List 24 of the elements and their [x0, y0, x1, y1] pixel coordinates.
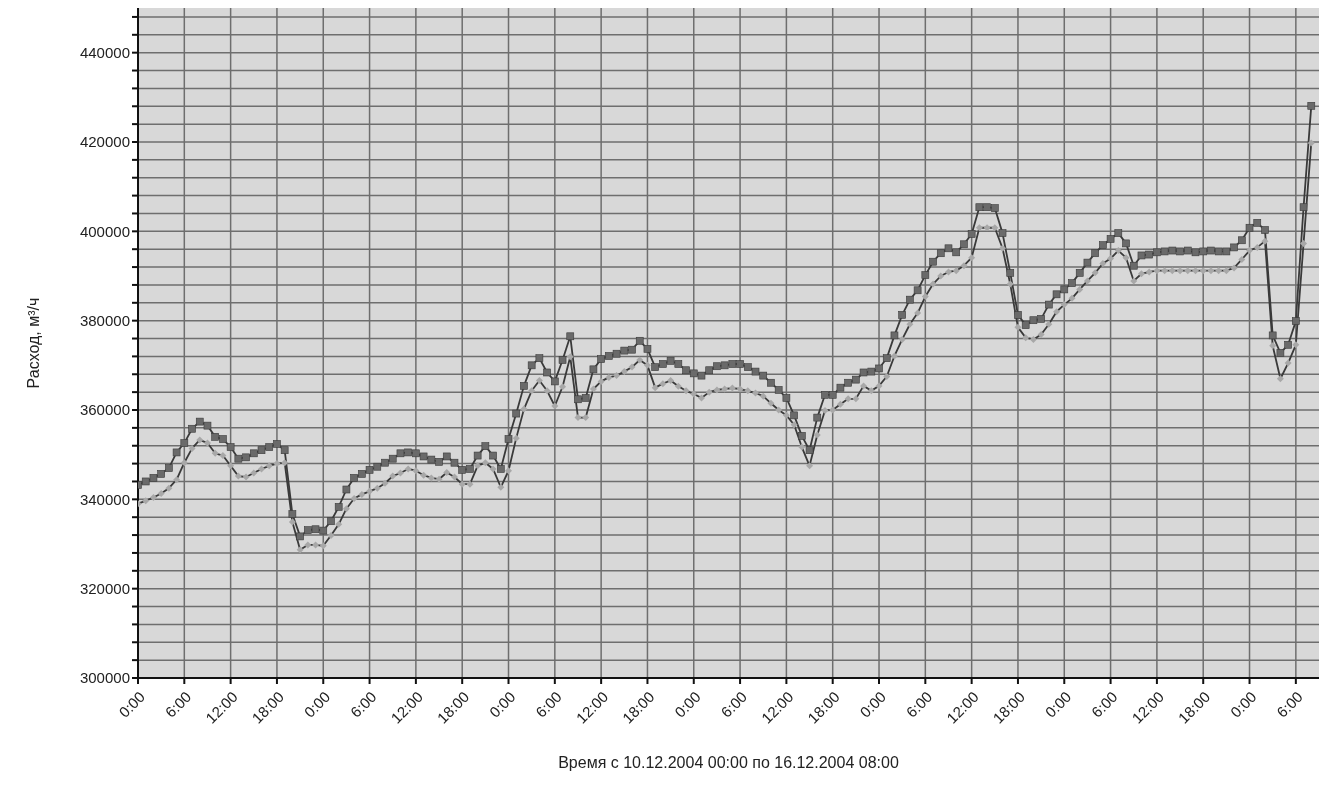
x-tick-label: 6:00: [532, 688, 565, 721]
y-tick-label: 340000: [79, 490, 130, 508]
x-tick-label: 0:00: [115, 688, 149, 721]
y-tick-label: 360000: [79, 401, 130, 419]
y-tick-label: 300000: [79, 669, 130, 687]
y-tick-label: 400000: [79, 222, 130, 240]
y-tick-label: 420000: [79, 133, 130, 151]
x-tick-label: 0:00: [485, 688, 519, 721]
x-tick-label: 0:00: [300, 688, 334, 721]
x-axis-title: Время с 10.12.2004 00:00 по 16.12.2004 08:00: [558, 754, 899, 771]
x-tick-label: 6:00: [1273, 688, 1306, 721]
x-tick-label: 0:00: [671, 688, 704, 721]
x-tick-label: 6:00: [161, 688, 195, 721]
y-axis-title: Расход, м³/ч: [24, 297, 42, 389]
x-tick-label: 6:00: [717, 688, 751, 721]
x-tick-label: 0:00: [856, 688, 890, 721]
x-tick-label: 0:00: [1226, 688, 1260, 721]
y-tick-label: 440000: [79, 43, 130, 61]
x-tick-label: 6:00: [902, 688, 936, 721]
x-tick-label: 6:00: [1087, 688, 1121, 721]
x-tick-label: 0:00: [1041, 688, 1075, 721]
y-tick-label: 320000: [79, 579, 130, 597]
x-tick-label: 6:00: [346, 688, 380, 721]
y-tick-label: 380000: [79, 311, 130, 329]
